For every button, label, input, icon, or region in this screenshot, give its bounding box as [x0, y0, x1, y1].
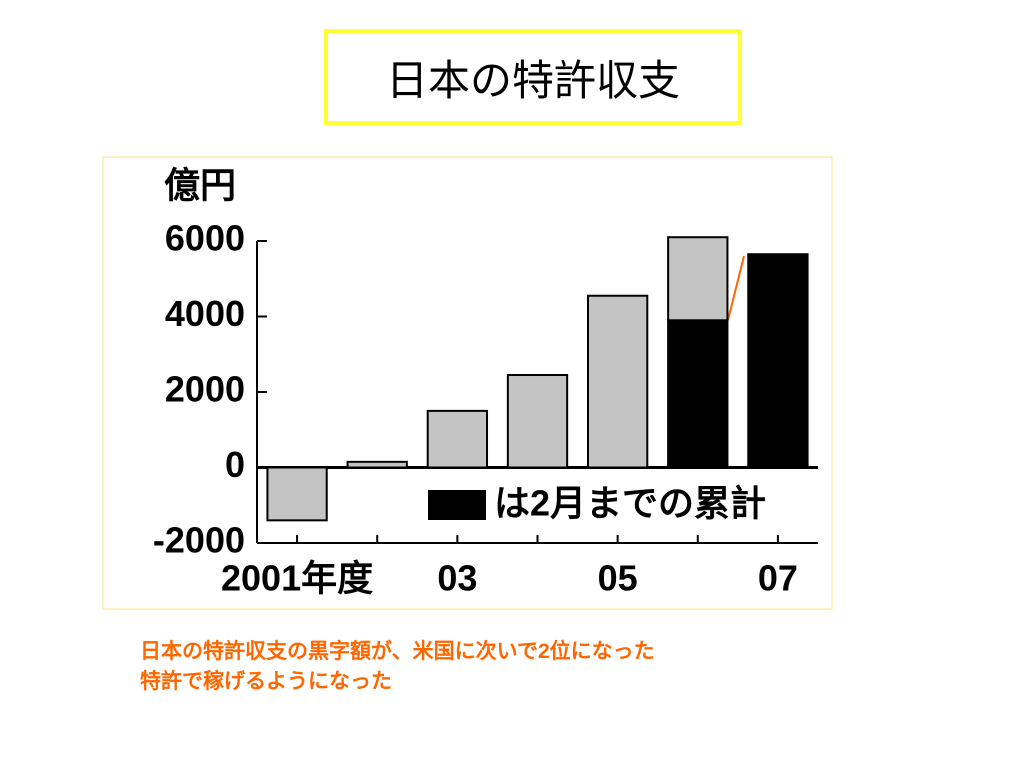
y-tick-label: 2000 [165, 369, 245, 410]
bar [266, 466, 328, 522]
bar [747, 253, 809, 469]
y-tick-label: 0 [225, 444, 245, 485]
bar [346, 460, 408, 469]
y-axis-label: 億円 [164, 165, 236, 206]
caption-line: 特許で稼げるようになった [140, 670, 392, 693]
x-tick-label: 05 [598, 558, 638, 599]
y-tick-label: 6000 [165, 218, 245, 259]
legend-label: は2月までの累計 [494, 483, 766, 524]
bar [667, 236, 729, 322]
slide-title: 日本の特許収支 [324, 29, 742, 125]
bar [586, 294, 649, 469]
legend-swatch [428, 490, 486, 520]
y-tick-label: 4000 [165, 293, 245, 334]
bar [667, 319, 729, 469]
x-tick-label: 2001年度 [221, 558, 373, 599]
x-tick-label: 07 [758, 558, 798, 599]
bar [426, 409, 489, 469]
x-tick-label: 03 [437, 558, 477, 599]
caption-line: 日本の特許収支の黒字額が、米国に次いで2位になった [140, 640, 655, 663]
caption: 日本の特許収支の黒字額が、米国に次いで2位になった 特許で稼げるようになった [140, 637, 655, 697]
y-tick-label: -2000 [153, 520, 245, 561]
chart-frame [102, 156, 833, 610]
bar [506, 374, 569, 469]
annotation-line [727, 255, 745, 321]
